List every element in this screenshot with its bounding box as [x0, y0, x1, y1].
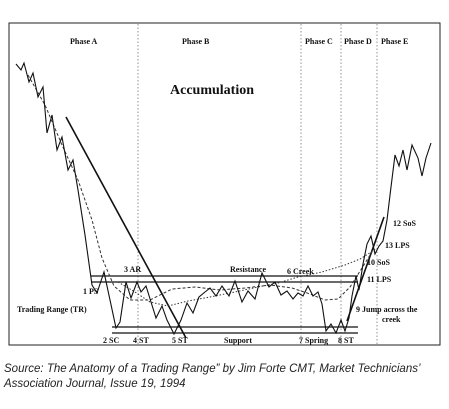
label-sos12: 12 SoS: [393, 219, 416, 228]
phase-e-label: Phase E: [381, 37, 408, 46]
label-trading-range: Trading Range (TR): [17, 305, 87, 314]
phase-d-label: Phase D: [344, 37, 372, 46]
label-sos10: 10 SoS: [367, 258, 390, 267]
label-resistance: Resistance: [230, 265, 266, 274]
label-st8: 8 ST: [338, 336, 354, 345]
label-creek: 6 Creek: [287, 267, 314, 276]
label-st5: 5 ST: [172, 336, 188, 345]
label-spring: 7 Spring: [299, 336, 328, 345]
creek-line: [117, 248, 377, 307]
diagram-frame: [8, 22, 441, 346]
label-lps11: 11 LPS: [367, 275, 392, 284]
label-st4: 4 ST: [133, 336, 149, 345]
label-lps13: 13 LPS: [385, 241, 410, 250]
label-jump-line1: 9 Jump across the: [356, 305, 418, 314]
diagram-title: Accumulation: [170, 83, 254, 98]
label-jump-line2: creek: [382, 315, 401, 324]
label-sc: 2 SC: [103, 336, 119, 345]
phase-c-label: Phase C: [305, 37, 333, 46]
label-ps: 1 PS: [83, 287, 99, 296]
price-line: [15, 61, 432, 336]
label-support: Support: [224, 336, 252, 345]
uptrend-line: [346, 216, 385, 322]
downtrend-line: [65, 116, 187, 339]
source-caption: Source: The Anatomy of a Trading Range” …: [4, 363, 420, 390]
label-ar: 3 AR: [124, 265, 141, 274]
phase-b-label: Phase B: [182, 37, 210, 46]
moving-average-line: [27, 74, 373, 301]
phase-a-label: Phase A: [70, 37, 98, 46]
